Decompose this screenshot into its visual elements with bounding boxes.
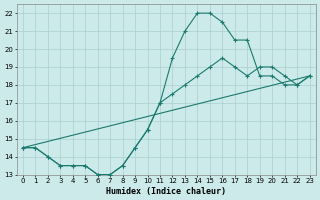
X-axis label: Humidex (Indice chaleur): Humidex (Indice chaleur) <box>106 187 226 196</box>
